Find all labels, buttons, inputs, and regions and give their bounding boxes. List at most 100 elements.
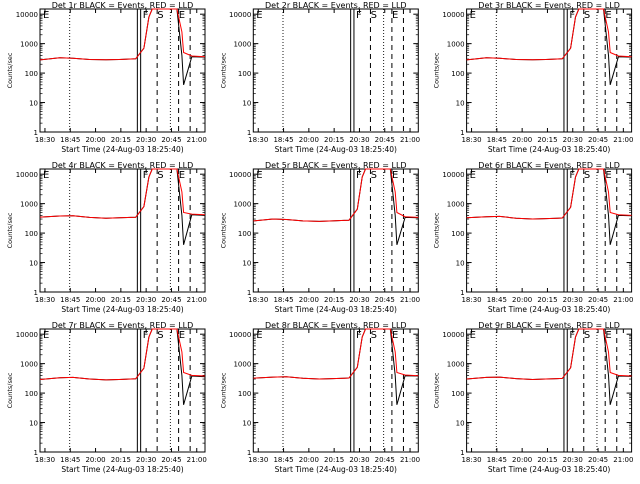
y-tick-label: 1 xyxy=(34,289,38,297)
x-tick-label: 18:30 xyxy=(461,136,481,144)
x-tick-label: 20:15 xyxy=(111,136,131,144)
x-tick-label: 20:45 xyxy=(161,136,181,144)
y-tick-label: 10 xyxy=(242,420,251,428)
marker-label: F xyxy=(356,10,362,21)
y-tick-label: 1 xyxy=(460,129,464,137)
y-tick-label: 1000 xyxy=(233,41,251,49)
y-tick-label: 1 xyxy=(247,449,251,457)
x-tick-label: 21:00 xyxy=(187,456,207,464)
marker-label: F xyxy=(569,330,575,341)
y-tick-label: 10000 xyxy=(442,11,464,19)
chart-panel: Det 5r BLACK = Events, RED = LLD Counts/s… xyxy=(219,161,420,314)
chart-panel: Det 3r BLACK = Events, RED = LLD Counts/s… xyxy=(433,1,634,154)
chart-panel: Det 7r BLACK = Events, RED = LLD Counts/s… xyxy=(6,321,207,474)
x-tick-label: 21:00 xyxy=(613,136,633,144)
x-tick-label: 20:30 xyxy=(563,136,583,144)
y-tick-label: 100 xyxy=(238,230,251,238)
marker-label: S xyxy=(371,10,377,21)
x-axis-label: Start Time (24-Aug-03 18:25:40) xyxy=(488,465,610,474)
marker-label: E xyxy=(43,330,49,341)
x-axis-label: Start Time (24-Aug-03 18:25:40) xyxy=(61,465,183,474)
marker-label: E xyxy=(605,330,611,341)
y-tick-label: 1000 xyxy=(20,41,38,49)
marker-label: F xyxy=(143,10,149,21)
x-tick-label: 20:00 xyxy=(85,296,105,304)
marker-label: E xyxy=(179,170,185,181)
x-tick-label: 20:15 xyxy=(324,136,344,144)
x-tick-label: 18:45 xyxy=(273,456,293,464)
marker-label: S xyxy=(157,10,163,21)
marker-label: F xyxy=(143,170,149,181)
y-tick-label: 1000 xyxy=(20,201,38,209)
marker-label: E xyxy=(43,10,49,21)
x-tick-label: 20:30 xyxy=(136,296,156,304)
x-tick-label: 20:15 xyxy=(324,296,344,304)
x-tick-label: 18:45 xyxy=(60,456,80,464)
x-tick-label: 18:30 xyxy=(35,296,55,304)
y-tick-label: 1 xyxy=(34,129,38,137)
x-tick-label: 20:15 xyxy=(537,456,557,464)
marker-label: E xyxy=(256,170,262,181)
marker-label: E xyxy=(470,10,476,21)
series-line xyxy=(466,328,632,381)
x-axis-label: Start Time (24-Aug-03 18:25:40) xyxy=(275,145,397,154)
y-tick-label: 10000 xyxy=(442,171,464,179)
y-tick-label: 1 xyxy=(34,449,38,457)
marker-label: F xyxy=(356,170,362,181)
y-tick-label: 10000 xyxy=(229,11,251,19)
x-tick-label: 20:00 xyxy=(512,296,532,304)
marker-label: S xyxy=(157,170,163,181)
y-tick-label: 100 xyxy=(451,390,464,398)
x-tick-label: 21:00 xyxy=(400,136,420,144)
marker-label: E xyxy=(392,330,398,341)
x-tick-label: 20:15 xyxy=(111,296,131,304)
chart-panel: Det 1r BLACK = Events, RED = LLD Counts/s… xyxy=(6,1,207,154)
y-tick-label: 1000 xyxy=(20,361,38,369)
series-line xyxy=(253,168,419,222)
x-tick-label: 20:45 xyxy=(375,136,395,144)
y-tick-label: 10 xyxy=(456,420,465,428)
x-tick-label: 20:30 xyxy=(349,136,369,144)
chart-panel: Det 6r BLACK = Events, RED = LLD Counts/s… xyxy=(433,161,634,314)
y-tick-label: 10 xyxy=(29,100,38,108)
plot-frame xyxy=(466,328,633,453)
x-tick-label: 18:30 xyxy=(248,136,268,144)
x-tick-label: 18:45 xyxy=(487,296,507,304)
plot-frame xyxy=(39,8,206,133)
x-tick-label: 18:45 xyxy=(273,296,293,304)
x-tick-label: 20:30 xyxy=(349,296,369,304)
y-tick-label: 100 xyxy=(451,70,464,78)
y-tick-label: 10 xyxy=(242,100,251,108)
y-axis-label: Counts/sec xyxy=(6,372,14,408)
marker-label: E xyxy=(392,170,398,181)
y-tick-label: 1000 xyxy=(447,41,465,49)
series-line xyxy=(39,328,206,381)
y-tick-label: 1000 xyxy=(233,361,251,369)
chart-title: Det 3r BLACK = Events, RED = LLD xyxy=(478,1,620,10)
y-axis-label: Counts/sec xyxy=(219,52,227,88)
marker-label: F xyxy=(143,330,149,341)
marker-label: F xyxy=(569,170,575,181)
x-tick-label: 21:00 xyxy=(613,296,633,304)
x-tick-label: 20:00 xyxy=(512,456,532,464)
x-tick-label: 20:45 xyxy=(588,296,608,304)
x-tick-label: 20:00 xyxy=(85,136,105,144)
x-tick-label: 21:00 xyxy=(400,296,420,304)
plot-frame xyxy=(466,8,633,133)
x-axis-label: Start Time (24-Aug-03 18:25:40) xyxy=(61,305,183,314)
x-tick-label: 20:15 xyxy=(111,456,131,464)
y-tick-label: 1 xyxy=(247,289,251,297)
x-tick-label: 20:15 xyxy=(537,136,557,144)
marker-label: E xyxy=(470,330,476,341)
x-tick-label: 21:00 xyxy=(187,136,207,144)
chart-panel: Det 9r BLACK = Events, RED = LLD Counts/s… xyxy=(433,321,634,474)
x-tick-label: 18:30 xyxy=(461,296,481,304)
y-tick-label: 10000 xyxy=(16,171,38,179)
x-tick-label: 18:30 xyxy=(35,136,55,144)
marker-label: E xyxy=(179,330,185,341)
chart-title: Det 6r BLACK = Events, RED = LLD xyxy=(478,161,620,170)
y-axis-label: Counts/sec xyxy=(433,212,441,248)
chart-title: Det 4r BLACK = Events, RED = LLD xyxy=(52,161,194,170)
y-tick-label: 10000 xyxy=(229,171,251,179)
